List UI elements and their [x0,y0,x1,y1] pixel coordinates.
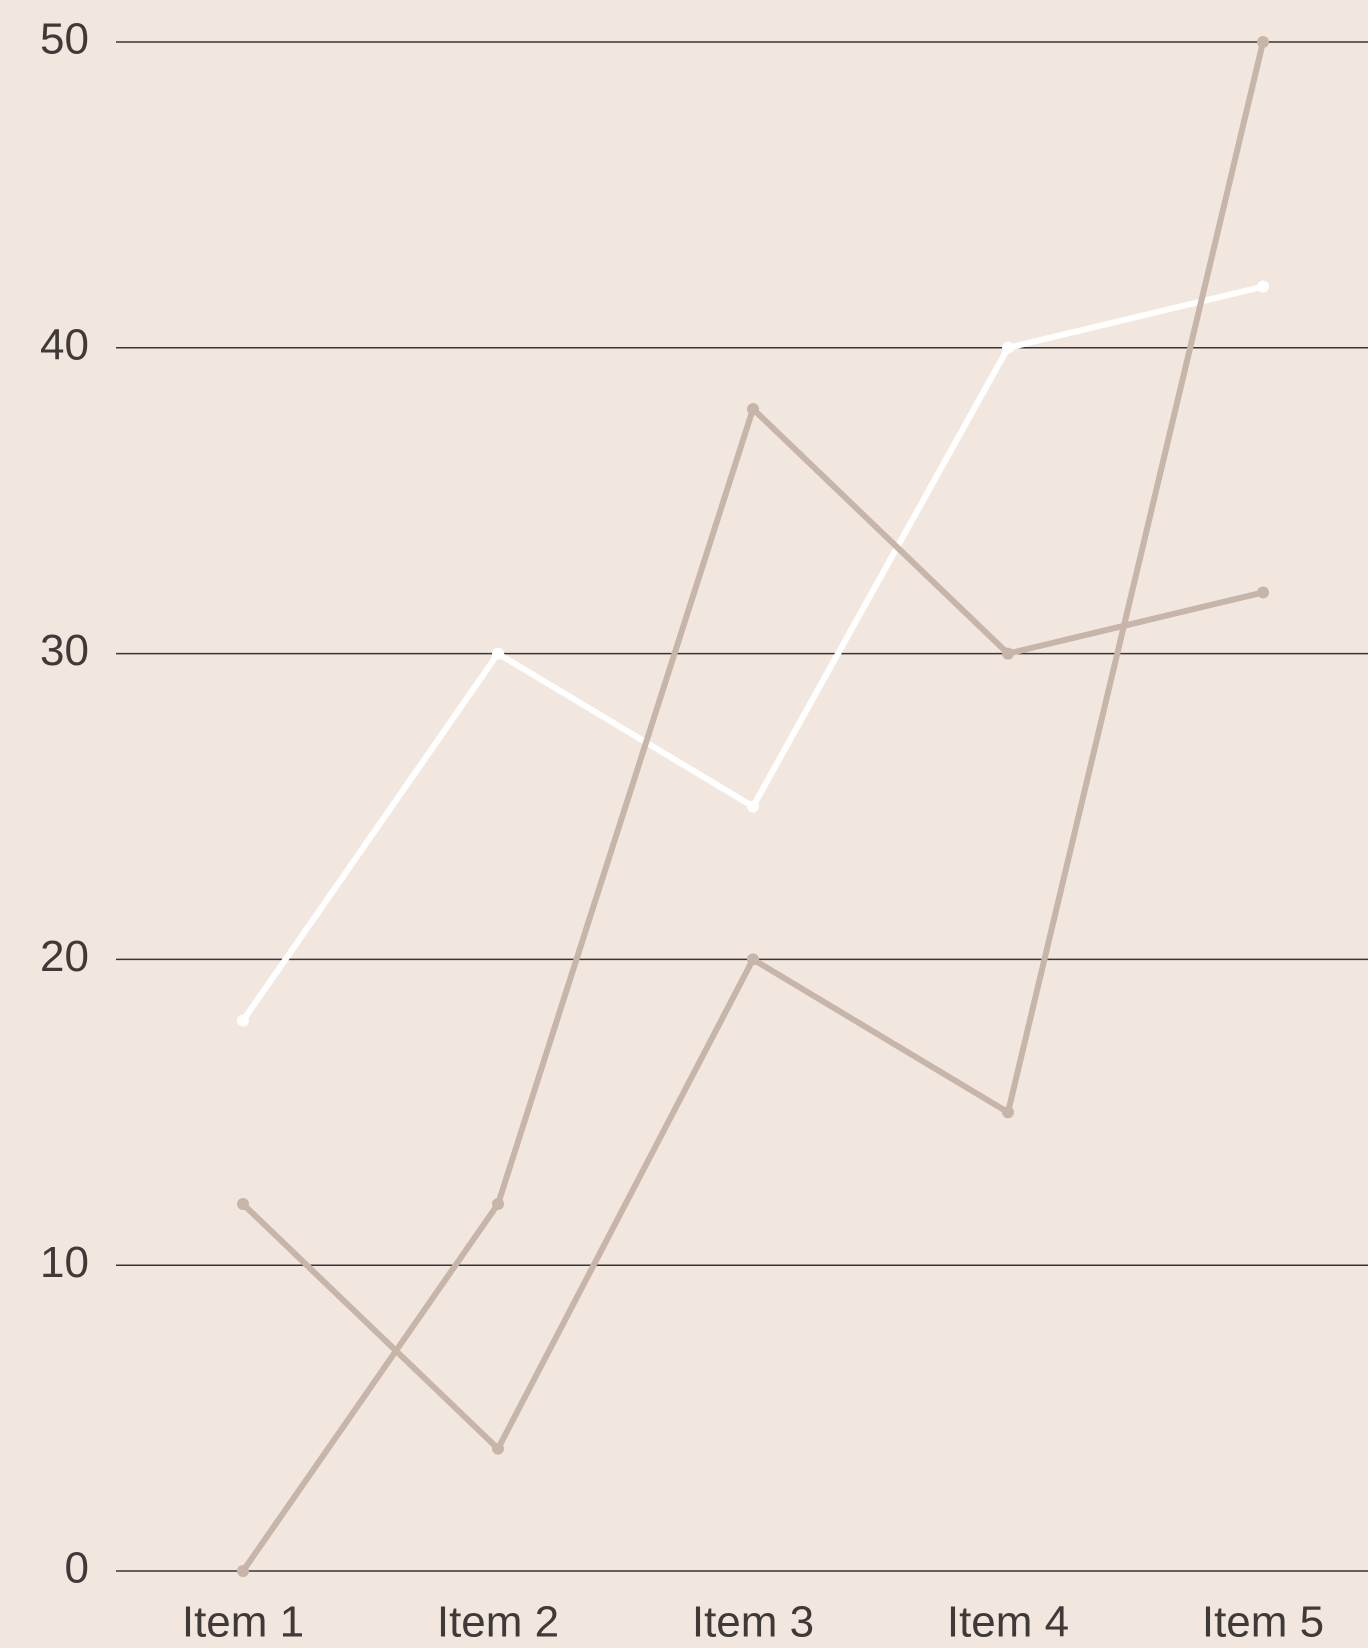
y-tick-label: 50 [40,15,89,64]
y-tick-label: 20 [40,932,89,981]
point [1002,341,1014,354]
point [1257,586,1269,599]
x-tick-label: Item 5 [1202,1598,1324,1647]
series-line [240,405,1264,1573]
y-tick-label: 30 [40,626,89,675]
point [747,800,759,813]
point [747,953,759,966]
y-tick-label: 0 [65,1544,89,1593]
point [1002,1106,1014,1119]
point [1002,647,1014,660]
point [747,402,759,415]
point [237,1565,249,1577]
point [1257,36,1269,48]
y-tick-label: 10 [40,1238,89,1287]
point [237,1198,249,1211]
series-line [240,41,1266,1452]
point [1257,280,1269,293]
point [237,1014,249,1027]
y-tick-label: 40 [40,320,89,369]
x-tick-label: Item 3 [692,1598,814,1647]
point [492,1198,504,1211]
x-tick-label: Item 1 [182,1598,304,1647]
x-tick-label: Item 4 [947,1598,1069,1647]
x-tick-label: Item 2 [437,1598,559,1647]
point [492,1442,504,1455]
point [492,647,504,660]
